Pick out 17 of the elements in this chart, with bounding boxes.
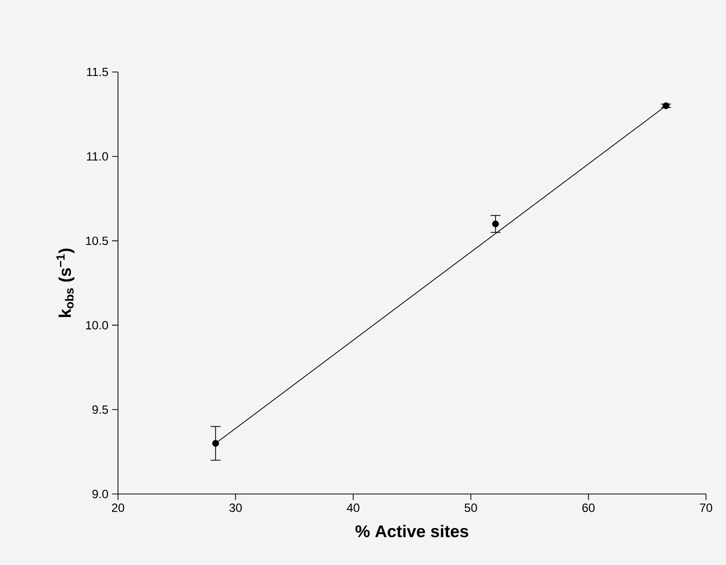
- y-tick-label: 9.0: [92, 490, 108, 498]
- point: [212, 440, 219, 447]
- x-tick-label: 20: [112, 504, 124, 512]
- x-axis-title: % Active sites: [355, 524, 468, 538]
- y-tick-label: 11.5: [87, 68, 108, 76]
- y-tick-label: 10.5: [86, 236, 108, 246]
- x-tick-label: 60: [582, 504, 595, 512]
- y-tick-label: 9.5: [92, 405, 108, 414]
- point: [492, 220, 499, 228]
- y-tick-label: 10.0: [86, 320, 108, 330]
- x-tick-label: 70: [700, 504, 712, 512]
- x-tick-label: 50: [464, 504, 477, 512]
- y-axis-title: k$_{obs}$ (s$^{−1}$): [56, 248, 74, 318]
- x-tick-label: 30: [229, 504, 242, 512]
- point: [662, 102, 670, 110]
- x-tick-label: 40: [346, 504, 360, 512]
- y-tick-label: 11.0: [87, 152, 108, 161]
